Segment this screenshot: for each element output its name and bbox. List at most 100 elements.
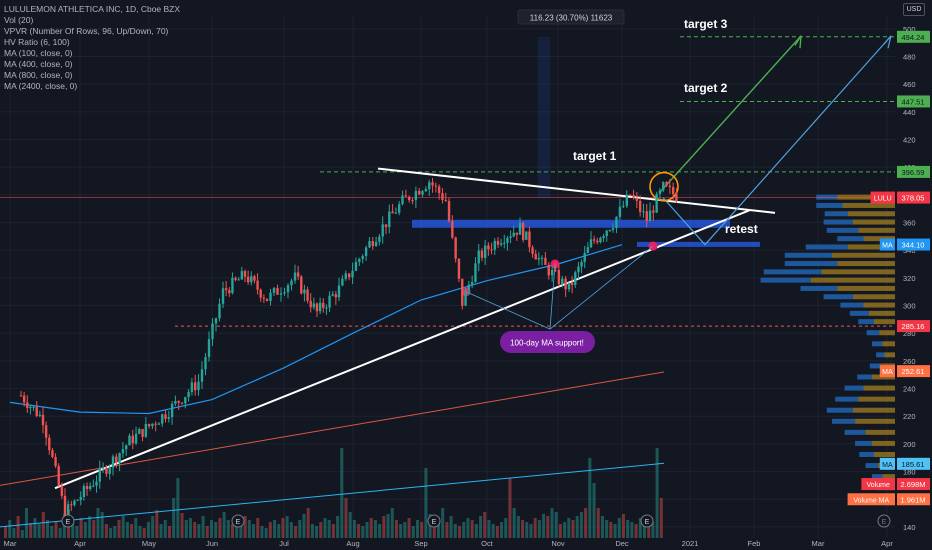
candle-body: [531, 247, 534, 254]
volume-bar: [277, 524, 281, 538]
candle-body: [221, 288, 225, 304]
candle-body: [303, 289, 306, 294]
candle-body: [477, 250, 480, 264]
volume-bar: [500, 522, 504, 538]
candle-body: [325, 307, 328, 309]
price-tick-label: 360: [903, 219, 916, 228]
volume-bar: [357, 524, 361, 538]
candle-body: [671, 187, 675, 195]
vpvr-bar-up: [763, 269, 822, 275]
vpvr-bar-down: [837, 194, 895, 200]
callout-line: [549, 245, 654, 330]
candle-body: [144, 423, 148, 437]
target-3-arrow: [659, 36, 801, 193]
candle-body: [632, 195, 635, 198]
measure-label: 116.23 (30.70%) 11623: [530, 14, 613, 23]
price-tick-label: 220: [903, 412, 916, 421]
volume-bar: [167, 526, 171, 538]
candle-body: [41, 414, 45, 426]
price-badge: [897, 493, 930, 506]
candle-body: [615, 216, 618, 229]
candle-body: [662, 182, 665, 191]
candle-body: [318, 302, 322, 312]
candle-body: [115, 456, 118, 463]
volume-bar: [130, 524, 134, 538]
candle-body: [243, 271, 247, 277]
vpvr-bar-up: [866, 330, 880, 336]
price-badge-tag: [879, 457, 895, 470]
indicator-ma-400[interactable]: MA (400, close, 0): [4, 59, 73, 69]
indicator-hv-ratio[interactable]: HV Ratio (6, 100): [4, 37, 70, 47]
volume-bar: [546, 516, 550, 538]
vpvr-bar-up: [784, 261, 838, 267]
vpvr-bar-up: [869, 363, 881, 369]
chart-grid: [0, 15, 895, 538]
price-axis[interactable]: 1401601802002202402602803003203403603804…: [847, 0, 932, 550]
volume-bar: [563, 522, 567, 538]
indicator-ma-2400[interactable]: MA (2400, close, 0): [4, 81, 78, 91]
volume-bar: [495, 526, 499, 538]
price-badge-tag-text: Volume MA: [853, 497, 889, 504]
chart-drawings[interactable]: [0, 35, 895, 490]
candle-body: [92, 485, 95, 487]
volume-bar: [634, 524, 638, 538]
candle-body: [561, 278, 564, 285]
price-badge-value: 447.51: [902, 97, 925, 106]
indicator-ma-800[interactable]: MA (800, close, 0): [4, 70, 73, 80]
currency-label[interactable]: USD: [903, 3, 925, 16]
candle-body: [554, 269, 557, 271]
candle-body: [322, 302, 325, 309]
volume-bar: [449, 516, 453, 538]
volume-bar: [592, 483, 596, 538]
candle-body: [73, 500, 76, 505]
candle-body: [300, 276, 303, 294]
vpvr-bar-up: [858, 319, 874, 325]
volume-bar: [54, 522, 58, 538]
volume-bar: [407, 518, 411, 538]
volume-bar: [146, 522, 150, 538]
volume-bar: [567, 518, 571, 538]
candle-body: [211, 323, 214, 340]
volume-bar: [403, 522, 407, 538]
volume-bar: [159, 524, 163, 538]
candle-body: [381, 224, 384, 237]
candle-body: [638, 200, 642, 212]
indicator-vpvr[interactable]: VPVR (Number Of Rows, 96, Up/Down, 70): [4, 26, 169, 36]
volume-bar: [16, 516, 20, 538]
time-axis[interactable]: Mar Apr May Jun Jul Aug Sep Oct Nov Dec 2021 Feb Mar…: [0, 538, 932, 550]
vpvr-bar-up: [826, 407, 853, 413]
candle-body: [134, 433, 138, 444]
indicator-ma-100[interactable]: MA (100, close, 0): [4, 48, 73, 58]
candle-body: [174, 400, 177, 404]
symbol-title[interactable]: LULULEMON ATHLETICA INC, 1D, Cboe BZX: [4, 4, 181, 14]
price-tick-label: 300: [903, 302, 916, 311]
candle-body: [315, 303, 319, 312]
candle-body: [121, 449, 125, 454]
candle-body: [480, 250, 484, 258]
time-tick-label: Nov: [551, 539, 565, 548]
vpvr-bar-down: [847, 211, 895, 217]
candle-body: [384, 224, 388, 228]
candle-body: [125, 445, 128, 450]
volume-bar: [613, 524, 617, 538]
candle-body: [437, 186, 441, 194]
price-tick-label: 440: [903, 108, 916, 117]
indicator-vol[interactable]: Vol (20): [4, 15, 34, 25]
volume-bar: [436, 518, 440, 538]
price-badge-value: 396.59: [902, 168, 925, 177]
volume-bar: [214, 522, 218, 538]
volume-bar: [386, 514, 390, 538]
candle-body: [337, 285, 341, 298]
volume-bar: [655, 448, 659, 538]
candle-body: [296, 272, 300, 277]
volume-bar: [239, 522, 243, 538]
candle-body: [101, 467, 105, 469]
time-tick-label: Feb: [748, 539, 761, 548]
candle-body: [259, 289, 262, 298]
earnings-marker-label: E: [432, 519, 437, 526]
candle-body: [82, 486, 86, 498]
volume-bar: [609, 522, 613, 538]
candle-body: [625, 194, 628, 206]
price-tick-label: 180: [903, 468, 916, 477]
